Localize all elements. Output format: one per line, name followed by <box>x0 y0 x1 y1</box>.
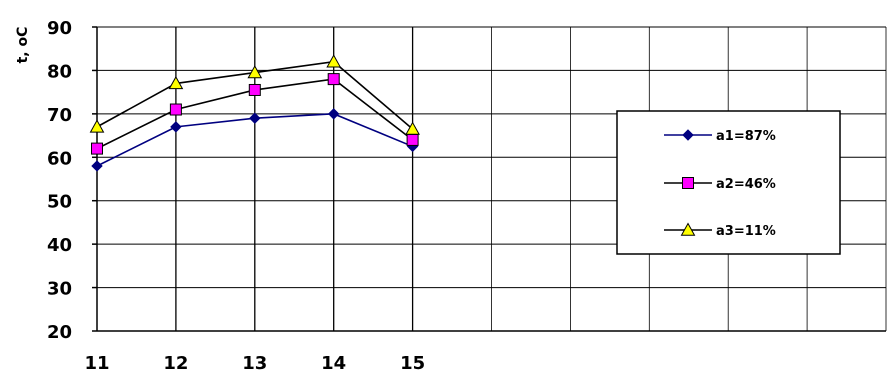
x-tick-label: 14 <box>321 353 346 374</box>
x-tick-label: 11 <box>84 353 109 374</box>
square-marker <box>682 177 694 189</box>
triangle-marker <box>89 119 105 133</box>
triangle-marker <box>168 75 184 90</box>
diamond-marker <box>682 129 694 141</box>
y-tick-label: 40 <box>47 235 72 256</box>
y-tick-labels: 20 30 40 50 60 70 80 90 <box>47 18 72 343</box>
legend-label: a1=87% <box>716 129 776 144</box>
legend-label: a2=46% <box>716 177 776 192</box>
square-marker <box>406 133 419 146</box>
x-tick-labels: 11 12 13 14 15 <box>84 353 425 374</box>
axes <box>92 26 886 332</box>
series-group <box>89 54 420 172</box>
y-tick-label: 30 <box>47 279 72 300</box>
diamond-marker <box>170 121 182 133</box>
y-tick-label: 80 <box>47 61 72 82</box>
x-tick-label: 13 <box>242 353 267 374</box>
legend-box <box>616 110 841 255</box>
y-tick-label: 70 <box>47 105 72 126</box>
y-tick-label: 90 <box>47 18 72 39</box>
legend-label: a3=11% <box>716 224 776 239</box>
y-axis-label: t, oC <box>15 27 31 64</box>
square-marker <box>248 83 261 96</box>
series-a2=46% <box>91 73 419 155</box>
diamond-marker <box>249 112 261 124</box>
diamond-marker <box>91 160 103 172</box>
triangle-marker <box>405 121 420 135</box>
triangle-marker <box>247 65 263 79</box>
square-marker <box>327 73 340 86</box>
x-tick-label: 12 <box>163 353 188 374</box>
triangle-marker <box>680 222 696 236</box>
legend: a1=87% a2=46% a3=11% <box>616 110 841 255</box>
series-a3=11% <box>89 54 420 135</box>
square-marker <box>169 103 182 116</box>
diamond-marker <box>327 108 340 120</box>
square-marker <box>91 142 103 155</box>
series-a1=87% <box>91 108 419 172</box>
y-tick-label: 60 <box>47 148 72 169</box>
triangle-marker <box>326 54 342 68</box>
y-tick-label: 50 <box>47 192 72 213</box>
x-tick-label: 15 <box>400 353 425 374</box>
y-tick-label: 20 <box>47 322 72 343</box>
